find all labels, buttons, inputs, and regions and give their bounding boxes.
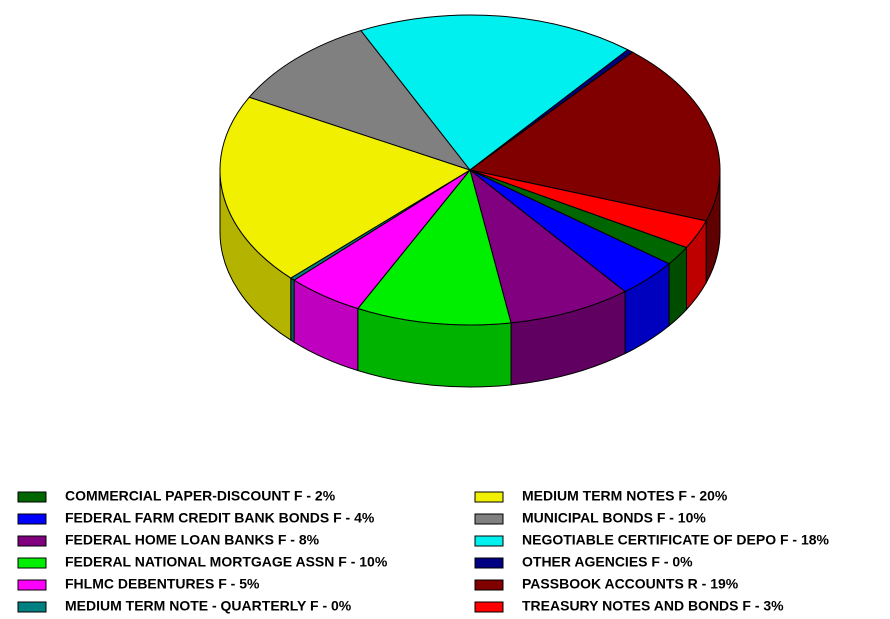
legend-label: MEDIUM TERM NOTES F - 20% — [522, 488, 728, 504]
slice — [469, 168, 627, 324]
legend-swatch — [17, 557, 47, 569]
legend-label: MEDIUM TERM NOTE - QUARTERLY F - 0% — [65, 598, 352, 614]
legend-swatch — [474, 513, 504, 525]
legend-swatch — [17, 535, 47, 547]
slice — [219, 96, 472, 279]
legend-swatch — [474, 535, 504, 547]
legend-label: COMMERCIAL PAPER-DISCOUNT F - 2% — [65, 488, 336, 504]
legend-label: TREASURY NOTES AND BONDS F - 3% — [522, 598, 784, 614]
legend-swatch — [474, 579, 504, 591]
legend-swatch — [474, 557, 504, 569]
legend-label: FEDERAL HOME LOAN BANKS F - 8% — [65, 532, 320, 548]
legend-label: FHLMC DEBENTURES F - 5% — [65, 576, 260, 592]
legend-swatch — [17, 579, 47, 591]
slice — [468, 51, 721, 222]
slice — [248, 29, 472, 171]
legend-label: NEGOTIABLE CERTIFICATE OF DEPO F - 18% — [522, 532, 830, 548]
legend-swatch — [474, 601, 504, 613]
legend-swatch — [17, 513, 47, 525]
slice — [469, 169, 707, 249]
legend-label: FEDERAL FARM CREDIT BANK BONDS F - 4% — [65, 510, 375, 526]
slice — [360, 14, 629, 171]
legend-label: MUNICIPAL BONDS F - 10% — [522, 510, 706, 526]
legend-swatch — [474, 491, 504, 503]
legend-swatch — [17, 491, 47, 503]
slice — [356, 168, 512, 326]
legend-swatch — [17, 601, 47, 613]
legend-label: OTHER AGENCIES F - 0% — [522, 554, 693, 570]
legend-label: FEDERAL NATIONAL MORTGAGE ASSN F - 10% — [65, 554, 388, 570]
legend-label: PASSBOOK ACCOUNTS R - 19% — [522, 576, 739, 592]
